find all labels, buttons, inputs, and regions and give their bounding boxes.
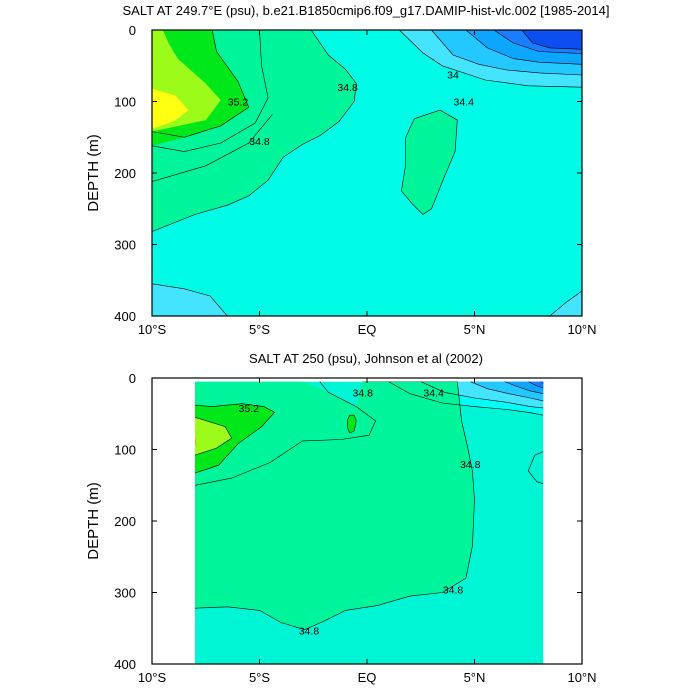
- top-panel-filled-contours: [152, 30, 582, 316]
- contour-label-3: 34.8: [460, 459, 481, 471]
- contour-label-5: 34.8: [299, 625, 320, 637]
- filled-level-34-8-region-2: [401, 110, 458, 215]
- contour-line-1: [195, 403, 276, 474]
- contour-line-10: [504, 381, 544, 394]
- filled-level-35-4-region-0: [152, 88, 189, 129]
- y-tick-label: 0: [129, 371, 136, 386]
- contour-label-1: 34.8: [352, 387, 373, 399]
- contour-line-7: [388, 381, 544, 416]
- filled-level-34-4-region-2: [549, 291, 582, 316]
- contour-label-0: 34.8: [337, 82, 358, 94]
- contour-line-8: [420, 381, 544, 409]
- bottom-panel-filled-contours: [195, 381, 544, 664]
- contour-line-2: [195, 381, 376, 486]
- filled-level-33-6-region-0: [539, 381, 544, 384]
- filled-level-35-2-region-0: [195, 403, 275, 474]
- contour-line-5: [534, 451, 544, 456]
- bottom-panel-axis-ticks: 10°S 5°S EQ 5°N 10°N 0 100 200 300 400: [114, 371, 596, 685]
- contour-label-3: 34: [447, 69, 459, 81]
- x-tick-label: 10°N: [567, 322, 596, 337]
- x-tick-label: 5°N: [464, 322, 486, 337]
- contour-line-11: [549, 290, 582, 316]
- bottom-panel-y-axis-label: DEPTH (m): [85, 482, 102, 560]
- contour-line-1: [152, 30, 269, 152]
- y-tick-label: 0: [129, 23, 136, 38]
- contour-line-11: [528, 381, 544, 389]
- top-panel-y-axis-label: DEPTH (m): [85, 134, 102, 212]
- y-tick-label: 400: [114, 657, 136, 672]
- contour-line-5: [399, 30, 582, 88]
- y-tick-label: 100: [114, 443, 136, 458]
- contour-label-4: 34.4: [454, 97, 475, 109]
- contour-line-0: [152, 30, 250, 138]
- filled-level-35-4-region-0: [195, 417, 232, 456]
- contour-line-6: [431, 30, 582, 76]
- top-panel-contour-labels: 34.8 35.2 34.8 34 34.4: [228, 69, 475, 148]
- filled-level-34-8-region-1: [528, 451, 544, 484]
- contour-label-2: 34.4: [423, 387, 444, 399]
- y-tick-label: 200: [114, 514, 136, 529]
- contour-line-0: [195, 417, 232, 456]
- top-panel-contour-lines: [152, 30, 582, 316]
- x-tick-label: 10°S: [138, 322, 167, 337]
- contour-line-8: [493, 30, 582, 54]
- y-tick-label: 300: [114, 586, 136, 601]
- contour-line-7: [465, 30, 582, 65]
- x-tick-label: EQ: [358, 322, 377, 337]
- contour-label-4: 34.8: [443, 585, 464, 597]
- filled-level-33-6-region-0: [521, 30, 582, 50]
- contour-label-2: 34.8: [249, 136, 270, 148]
- x-tick-label: EQ: [358, 670, 377, 685]
- top-panel: SALT AT 249.7°E (psu), b.e21.B1850cmip6.…: [85, 3, 609, 337]
- x-tick-label: 5°N: [464, 670, 486, 685]
- contour-line-2: [152, 114, 273, 182]
- filled-level-34-4-region-1: [152, 283, 228, 316]
- contour-line-9: [470, 381, 544, 402]
- contour-line-3: [347, 414, 357, 434]
- filled-level-35-6-region-0: [195, 436, 197, 447]
- bottom-panel-contour-lines: [195, 381, 544, 631]
- x-tick-label: 10°N: [567, 670, 596, 685]
- top-panel-title: SALT AT 249.7°E (psu), b.e21.B1850cmip6.…: [123, 3, 610, 18]
- contour-line-4: [401, 109, 458, 215]
- contour-label-1: 35.2: [228, 97, 249, 109]
- y-tick-label: 300: [114, 238, 136, 253]
- filled-level-35-2-region-1: [347, 415, 357, 434]
- y-tick-label: 400: [114, 309, 136, 324]
- contour-label-0: 35.2: [239, 403, 260, 415]
- contour-line-4: [195, 381, 475, 631]
- contour-line-3: [152, 30, 357, 232]
- x-tick-label: 5°S: [249, 670, 270, 685]
- x-tick-label: 5°S: [249, 322, 270, 337]
- bottom-panel-contour-labels: 35.2 34.8 34.4 34.8 34.8 34.8: [239, 387, 481, 637]
- filled-level-35-region-1: [195, 381, 475, 630]
- bottom-panel: SALT AT 250 (psu), Johnson et al (2002) …: [85, 351, 597, 685]
- contour-line-9: [521, 30, 582, 50]
- x-tick-label: 10°S: [138, 670, 167, 685]
- y-tick-label: 200: [114, 166, 136, 181]
- contour-line-10: [152, 283, 228, 316]
- top-panel-axis-ticks: 10°S 5°S EQ 5°N 10°N 0 100 200 300 400: [114, 23, 596, 337]
- contour-line-6: [527, 455, 544, 485]
- y-tick-label: 100: [114, 95, 136, 110]
- bottom-panel-title: SALT AT 250 (psu), Johnson et al (2002): [249, 351, 483, 366]
